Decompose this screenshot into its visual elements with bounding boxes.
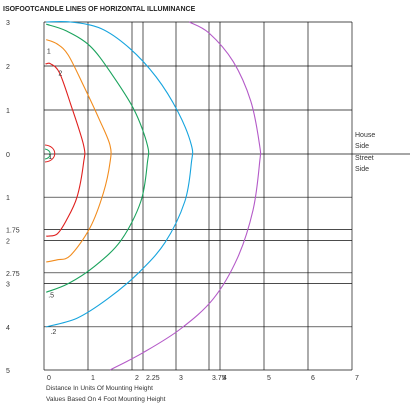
x-tick-label-9: 7 <box>355 375 359 382</box>
contour-label-0: 1 <box>47 49 51 56</box>
y-tick-label-2: 1 <box>6 108 10 115</box>
house-side-word-2: Side <box>355 143 369 150</box>
x-tick-label-2: 2 <box>135 375 139 382</box>
y-tick-label-3: 0 <box>6 152 10 159</box>
isoline-4 <box>109 21 262 371</box>
contour-label-2: 1 <box>48 154 52 161</box>
street-side-label: Street Side <box>355 155 376 173</box>
chart-title: ISOFOOTCANDLE LINES OF HORIZONTAL ILLUMI… <box>3 6 196 13</box>
x-tick-label-1: 1 <box>91 375 95 382</box>
distance-note: Distance In Units Of Mounting Height <box>46 385 153 392</box>
contour-labels: 1 2 1 .5 .2 <box>47 49 62 337</box>
x-tick-label-7: 5 <box>267 375 271 382</box>
isoline-1 <box>46 39 112 263</box>
isoline-3 <box>46 20 194 328</box>
y-tick-label-9: 4 <box>6 325 10 332</box>
isoline-2 <box>46 23 150 293</box>
contour-label-4: .2 <box>50 329 56 336</box>
grid <box>43 21 410 371</box>
street-side-word-2: Side <box>355 166 369 173</box>
house-side-label: House Side <box>355 132 377 150</box>
isofootcandle-curves <box>44 20 262 371</box>
house-side-word-1: House <box>355 132 375 139</box>
contour-label-3: .5 <box>48 292 54 299</box>
y-tick-label-10: 5 <box>6 368 10 375</box>
x-tick-label-4: 3 <box>179 375 183 382</box>
y-tick-label-6: 2 <box>6 238 10 245</box>
height-note: Values Based On 4 Foot Mounting Height <box>46 396 166 403</box>
y-tick-label-4: 1 <box>6 195 10 202</box>
y-tick-label-8: 3 <box>6 282 10 289</box>
x-tick-label-8: 6 <box>311 375 315 382</box>
fixture-halo-red <box>44 144 56 163</box>
fixture-halo-green <box>44 148 51 160</box>
y-tick-label-1: 2 <box>6 64 10 71</box>
x-tick-label-6: 4 <box>223 375 227 382</box>
x-tick-label-0: 0 <box>47 375 51 382</box>
y-tick-label-0: 3 <box>6 20 10 27</box>
contour-label-1: 2 <box>58 71 62 78</box>
isoline-0 <box>45 62 86 237</box>
y-tick-label-7: 2.75 <box>6 271 20 278</box>
street-side-word-1: Street <box>355 155 374 162</box>
side-labels: House Side Street Side <box>355 132 377 173</box>
x-tick-label-3: 2.25 <box>146 375 160 382</box>
x-tick-label-5: 3.75 <box>212 375 226 382</box>
y-tick-label-5: 1.75 <box>6 228 20 235</box>
